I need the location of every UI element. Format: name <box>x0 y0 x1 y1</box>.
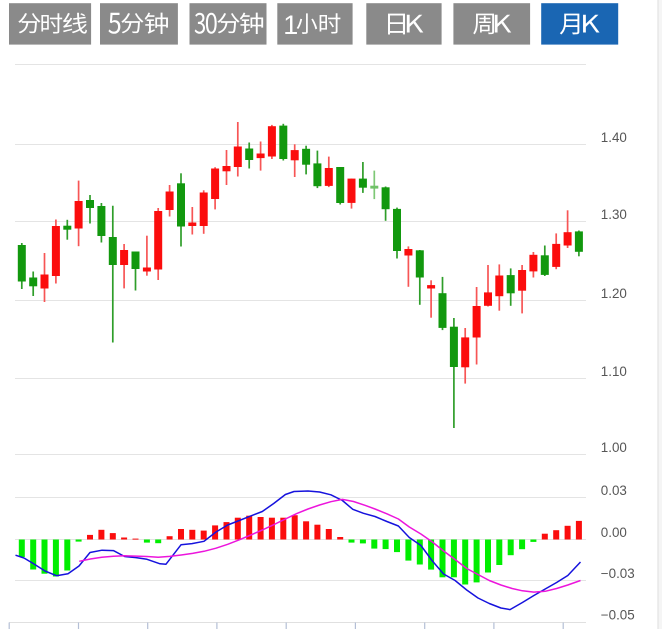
svg-text:0.03: 0.03 <box>601 483 627 498</box>
svg-text:1: 1 <box>283 10 298 40</box>
svg-text:1.30: 1.30 <box>601 207 627 222</box>
svg-text:0.00: 0.00 <box>601 525 627 540</box>
svg-text:−0.05: −0.05 <box>601 608 635 623</box>
svg-text:1.20: 1.20 <box>601 286 627 301</box>
svg-text:1.10: 1.10 <box>601 364 627 379</box>
svg-text:1.00: 1.00 <box>601 440 627 455</box>
svg-text:−0.03: −0.03 <box>601 566 635 581</box>
svg-text:1.40: 1.40 <box>601 130 627 145</box>
